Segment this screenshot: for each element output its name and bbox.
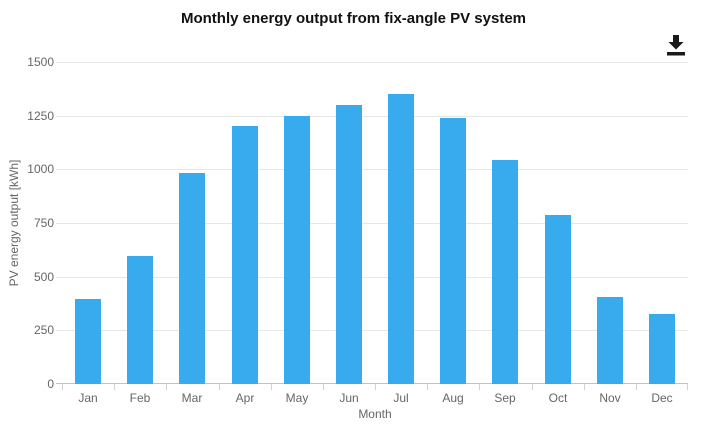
xtick-mark-6 bbox=[375, 384, 376, 390]
xtick-mark-1 bbox=[114, 384, 115, 390]
ytick-label-1500: 1500 bbox=[27, 55, 54, 69]
download-button[interactable] bbox=[664, 34, 688, 56]
bar-may[interactable] bbox=[284, 116, 310, 384]
xtick-label-nov: Nov bbox=[599, 391, 621, 405]
bar-apr[interactable] bbox=[232, 126, 258, 384]
ytick-label-750: 750 bbox=[33, 216, 54, 230]
xtick-mark-10 bbox=[584, 384, 585, 390]
xtick-label-jun: Jun bbox=[339, 391, 359, 405]
bar-nov[interactable] bbox=[597, 297, 623, 384]
bar-sep[interactable] bbox=[492, 160, 518, 384]
xtick-mark-7 bbox=[427, 384, 428, 390]
xtick-mark-2 bbox=[166, 384, 167, 390]
xtick-label-aug: Aug bbox=[442, 391, 464, 405]
ytick-label-1250: 1250 bbox=[27, 108, 54, 123]
xtick-label-jan: Jan bbox=[78, 391, 98, 405]
plot-area: 0 250 500 750 1000 1250 1500 Jan Feb Mar Apr May Jun… bbox=[27, 55, 688, 405]
ytick-label-500: 500 bbox=[33, 269, 54, 284]
bar-aug[interactable] bbox=[440, 118, 466, 384]
xtick-mark-11 bbox=[636, 384, 637, 390]
bar-dec[interactable] bbox=[649, 314, 675, 384]
gridline-y-250 bbox=[56, 330, 688, 332]
bar-jun[interactable] bbox=[336, 105, 362, 384]
gridline-y-500 bbox=[56, 276, 688, 278]
download-icon bbox=[667, 34, 685, 55]
xtick-label-apr: Apr bbox=[235, 391, 255, 405]
bar-jul[interactable] bbox=[388, 94, 414, 384]
xtick-mark-0 bbox=[62, 384, 63, 390]
gridline-y-750 bbox=[56, 223, 688, 224]
xtick-mark-4 bbox=[271, 384, 272, 390]
xtick-mark-5 bbox=[323, 384, 324, 390]
ytick-label-250: 250 bbox=[33, 323, 54, 338]
xtick-label-jul: Jul bbox=[393, 391, 409, 405]
xtick-mark-12 bbox=[687, 384, 688, 390]
xtick-label-may: May bbox=[285, 391, 309, 405]
x-axis-title: Month bbox=[358, 407, 392, 421]
xtick-mark-3 bbox=[219, 384, 220, 390]
xtick-mark-9 bbox=[532, 384, 533, 390]
xtick-mark-8 bbox=[479, 384, 480, 390]
bar-jan[interactable] bbox=[75, 299, 101, 384]
chart-title: Monthly energy output from fix-angle PV … bbox=[180, 10, 527, 27]
xtick-label-mar: Mar bbox=[181, 391, 203, 405]
gridline-y-1500 bbox=[56, 62, 688, 63]
ytick-label-1000: 1000 bbox=[27, 162, 54, 177]
xtick-label-oct: Oct bbox=[548, 391, 568, 405]
gridline-y-0 bbox=[56, 383, 688, 384]
xtick-label-sep: Sep bbox=[494, 391, 516, 405]
ytick-label-0: 0 bbox=[47, 377, 54, 391]
gridline-y-1000 bbox=[56, 169, 688, 171]
bar-feb[interactable] bbox=[127, 256, 153, 384]
bar-mar[interactable] bbox=[179, 173, 205, 384]
xtick-label-dec: Dec bbox=[651, 391, 673, 405]
xtick-label-feb: Feb bbox=[129, 391, 151, 405]
bar-oct[interactable] bbox=[545, 215, 571, 384]
gridline-y-1250 bbox=[56, 115, 688, 117]
